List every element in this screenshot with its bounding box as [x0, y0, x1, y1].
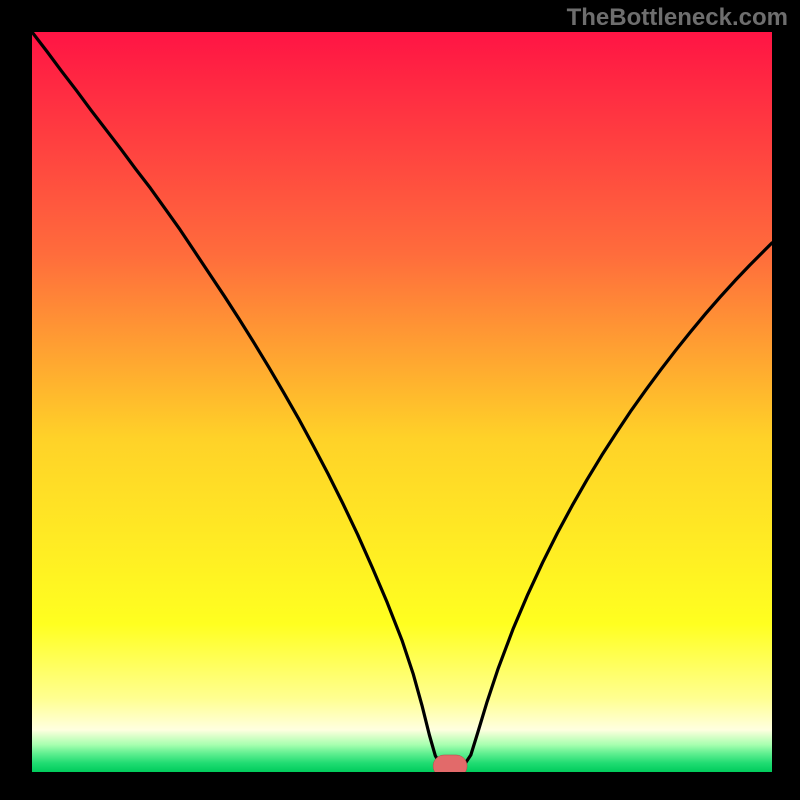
bottleneck-plot — [32, 32, 772, 772]
heat-gradient-bg — [32, 32, 772, 772]
optimal-point-marker — [433, 755, 467, 772]
chart-frame: TheBottleneck.com — [0, 0, 800, 800]
watermark-label: TheBottleneck.com — [567, 4, 788, 32]
